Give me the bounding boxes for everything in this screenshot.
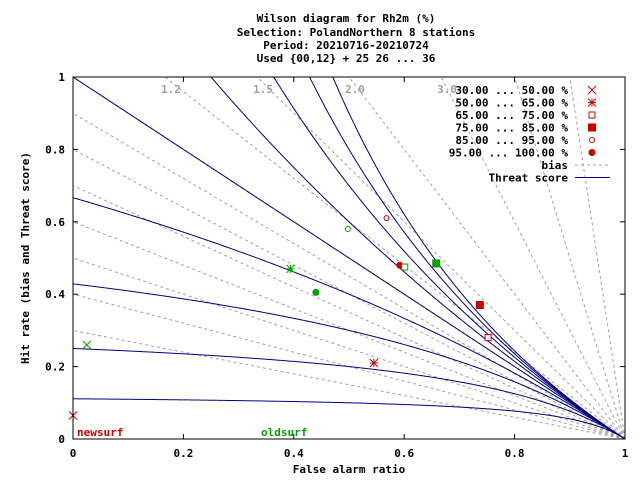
bias-label: 1.5 <box>253 83 273 96</box>
legend: 30.00 ... 50.00 %50.00 ... 65.00 %65.00 … <box>449 84 610 185</box>
data-point-oldsurf <box>286 264 295 274</box>
bias-line <box>569 77 625 439</box>
data-point-oldsurf <box>401 263 409 271</box>
x-tick-label: 1 <box>622 447 629 460</box>
y-axis-label: Hit rate (bias and Threat score) <box>19 152 32 364</box>
bias-line <box>73 257 625 439</box>
x-tick-label: 0.4 <box>284 447 304 460</box>
x-axis-label: False alarm ratio <box>293 463 406 476</box>
data-point-oldsurf <box>82 340 92 350</box>
threat-curve <box>332 77 625 439</box>
data-point-oldsurf <box>312 288 320 296</box>
legend-threat-label: Threat score <box>489 172 569 185</box>
x-tick-label: 0.6 <box>394 447 414 460</box>
bias-line <box>440 77 625 439</box>
x-tick-label: 0.2 <box>173 447 193 460</box>
bias-line <box>348 77 625 439</box>
y-tick-label: 1 <box>58 71 65 84</box>
legend-class-label: 50.00 ... 65.00 % <box>455 97 568 110</box>
bias-line <box>73 293 625 439</box>
legend-marker <box>589 137 595 143</box>
axis-ticks: 0 0.2 0.4 0.6 0.8 1 0 0.2 0.4 0.6 0.8 1 <box>45 71 629 460</box>
threat-curve <box>73 348 625 439</box>
bias-labels: 1.2 1.5 2.0 3.0 <box>161 83 457 96</box>
data-point-newsurf <box>484 334 492 342</box>
chart-title: Wilson diagram for Rh2m (%) Selection: P… <box>237 12 475 65</box>
plot-frame <box>72 76 626 440</box>
series-label-newsurf: newsurf <box>77 426 123 439</box>
y-tick-label: 0.2 <box>45 361 65 374</box>
x-tick-label: 0 <box>70 447 77 460</box>
data-point-newsurf <box>475 301 484 310</box>
y-tick-label: 0.6 <box>45 216 65 229</box>
legend-marker <box>587 85 597 95</box>
data-point-newsurf <box>383 215 390 222</box>
bias-line <box>73 148 625 439</box>
title-line-3: Period: 20210716-20210724 <box>263 39 429 52</box>
legend-marker <box>587 98 597 107</box>
legend-class-label: 95.00 ... 100.00 % <box>449 147 569 160</box>
legend-marker <box>588 111 596 119</box>
bias-label: 3.0 <box>437 83 457 96</box>
legend-class-label: 65.00 ... 75.00 % <box>455 109 568 122</box>
bias-line <box>256 77 625 439</box>
legend-class-label: 75.00 ... 85.00 % <box>455 122 568 135</box>
series-label-oldsurf: oldsurf <box>261 426 307 439</box>
legend-class-label: 30.00 ... 50.00 % <box>455 84 568 97</box>
legend-marker <box>588 149 596 156</box>
threat-curve <box>73 398 625 439</box>
bias-line <box>164 77 625 439</box>
legend-marker <box>588 123 596 132</box>
title-line-2: Selection: PolandNorthern 8 stations <box>237 26 475 39</box>
threat-curve <box>210 77 625 439</box>
threat-curve <box>73 283 625 439</box>
y-tick-label: 0 <box>58 433 65 446</box>
bias-line <box>73 329 625 439</box>
y-tick-label: 0.4 <box>45 288 65 301</box>
data-point-oldsurf <box>432 259 441 268</box>
data-point-newsurf <box>369 358 379 368</box>
bias-line <box>73 112 625 439</box>
bias-label: 1.2 <box>161 83 181 96</box>
threat-score-curves <box>73 77 625 439</box>
y-tick-label: 0.8 <box>45 143 65 156</box>
title-line-4: Used {00,12} + 25 26 ... 36 <box>257 52 436 65</box>
threat-curve <box>273 77 625 439</box>
legend-bias-label: bias <box>542 159 569 172</box>
threat-curve <box>73 197 625 439</box>
bias-label: 2.0 <box>345 83 365 96</box>
data-point-oldsurf <box>344 226 351 233</box>
bias-line <box>73 185 625 439</box>
title-line-1: Wilson diagram for Rh2m (%) <box>257 12 436 25</box>
threat-curve <box>73 77 625 439</box>
x-tick-label: 0.8 <box>505 447 525 460</box>
legend-class-label: 85.00 ... 95.00 % <box>455 134 568 147</box>
data-points <box>68 215 492 420</box>
